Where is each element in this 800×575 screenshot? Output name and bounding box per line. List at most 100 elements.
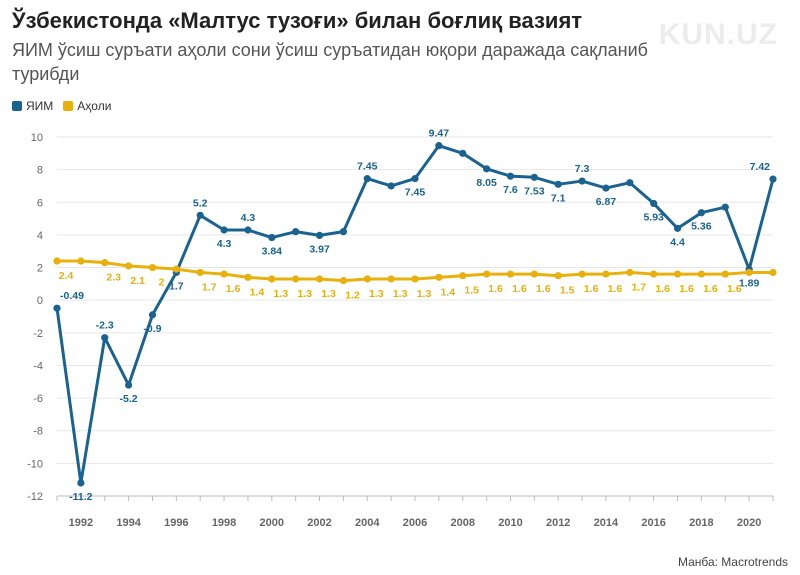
- data-point: [459, 149, 467, 157]
- data-point: [721, 270, 729, 278]
- data-point: [650, 270, 658, 278]
- data-point: [363, 175, 371, 183]
- data-label: 7.45: [405, 187, 426, 199]
- data-point: [721, 203, 729, 211]
- x-tick-label: 1996: [164, 517, 188, 529]
- data-point: [292, 228, 300, 236]
- data-point: [435, 142, 443, 150]
- data-point: [77, 479, 85, 487]
- y-tick-label: -6: [33, 393, 43, 405]
- data-point: [53, 257, 61, 265]
- data-label: 1.3: [393, 288, 408, 300]
- data-label: -2.3: [96, 320, 114, 332]
- data-label: 1.3: [297, 288, 312, 300]
- data-point: [220, 270, 228, 278]
- y-tick-label: 0: [37, 295, 43, 307]
- data-label: 6.87: [596, 196, 617, 208]
- y-tick-label: 6: [37, 197, 43, 209]
- data-point: [602, 184, 610, 192]
- data-label: 3.97: [309, 243, 330, 255]
- data-label: 1.6: [655, 283, 670, 295]
- data-point: [483, 270, 491, 278]
- y-tick-label: -8: [33, 426, 43, 438]
- x-tick-label: 2008: [450, 517, 474, 529]
- data-point: [101, 334, 109, 342]
- data-label: 1.6: [512, 283, 527, 295]
- data-point: [554, 272, 562, 280]
- data-point: [435, 273, 443, 281]
- data-label: 5.93: [643, 211, 664, 223]
- chart-subtitle: ЯИМ ўсиш суръати аҳоли сони ўсиш суръати…: [12, 40, 648, 84]
- data-label: 1.3: [369, 288, 384, 300]
- data-label: 1.3: [273, 288, 288, 300]
- data-label: 4.3: [217, 238, 232, 250]
- legend-swatch-gdp: [12, 101, 22, 111]
- data-point: [506, 172, 515, 180]
- legend-item-gdp[interactable]: ЯИМ: [12, 99, 53, 113]
- y-tick-label: 4: [37, 230, 43, 242]
- y-tick-label: -2: [33, 328, 43, 340]
- source-note: Манба: Macrotrends: [677, 555, 788, 569]
- data-label: 7.6: [503, 184, 518, 196]
- data-point: [244, 226, 252, 234]
- data-label: -11.2: [69, 491, 93, 503]
- x-tick-label: 2006: [403, 517, 427, 529]
- data-point: [697, 209, 706, 217]
- x-tick-label: 2012: [546, 517, 570, 529]
- data-point: [339, 277, 347, 285]
- data-point: [697, 270, 706, 278]
- data-label: 1.4: [441, 286, 456, 298]
- y-tick-label: 8: [37, 165, 43, 177]
- data-label: 1.6: [727, 283, 742, 295]
- data-point: [125, 262, 133, 270]
- x-tick-label: 2002: [307, 517, 331, 529]
- data-point: [673, 270, 682, 278]
- data-label: -0.9: [143, 323, 161, 335]
- data-label: 2: [159, 277, 165, 289]
- data-label: 1.7: [631, 281, 646, 293]
- legend-label-gdp: ЯИМ: [26, 99, 54, 113]
- data-label: 1.6: [536, 283, 551, 295]
- y-tick-label: -12: [27, 491, 43, 503]
- data-label: 9.47: [429, 128, 450, 140]
- data-point: [387, 182, 395, 190]
- data-point: [769, 268, 777, 277]
- data-label: 2.3: [106, 272, 121, 284]
- data-point: [578, 177, 586, 185]
- data-point: [530, 173, 538, 181]
- x-tick-label: 2004: [355, 517, 380, 529]
- chart-legend: ЯИМ Аҳоли: [12, 99, 111, 113]
- data-point: [220, 226, 228, 234]
- data-label: 1.4: [250, 286, 265, 298]
- y-tick-label: 10: [31, 132, 43, 144]
- data-point: [244, 273, 252, 281]
- chart-title: Ўзбекистонда «Малтус тузоғи» билан боғли…: [12, 8, 583, 33]
- data-point: [148, 311, 157, 319]
- data-label: 7.53: [524, 185, 545, 197]
- data-point: [172, 265, 180, 273]
- legend-item-population[interactable]: Аҳоли: [63, 99, 111, 113]
- data-point: [554, 180, 562, 188]
- data-label: 7.1: [551, 192, 566, 204]
- data-point: [196, 268, 204, 277]
- data-label: 8.05: [476, 177, 497, 189]
- data-point: [745, 268, 753, 277]
- data-label: 2.4: [59, 270, 74, 282]
- y-tick-label: -10: [27, 458, 43, 470]
- data-label: 1.2: [345, 290, 360, 302]
- x-tick-label: 1994: [116, 517, 141, 529]
- data-point: [602, 270, 610, 278]
- data-label: 1.3: [417, 288, 432, 300]
- x-tick-label: 2014: [594, 517, 619, 529]
- data-point: [387, 275, 395, 283]
- data-point: [626, 179, 634, 187]
- x-tick-label: 2000: [260, 517, 284, 529]
- data-label: 1.6: [226, 283, 241, 295]
- data-label: 4.3: [241, 212, 256, 224]
- data-point: [506, 270, 515, 278]
- data-label: 1.5: [560, 285, 575, 297]
- data-point: [292, 275, 300, 283]
- data-label: 1.7: [202, 281, 217, 293]
- data-label: -0.49: [60, 290, 84, 302]
- data-label: 1.6: [703, 283, 718, 295]
